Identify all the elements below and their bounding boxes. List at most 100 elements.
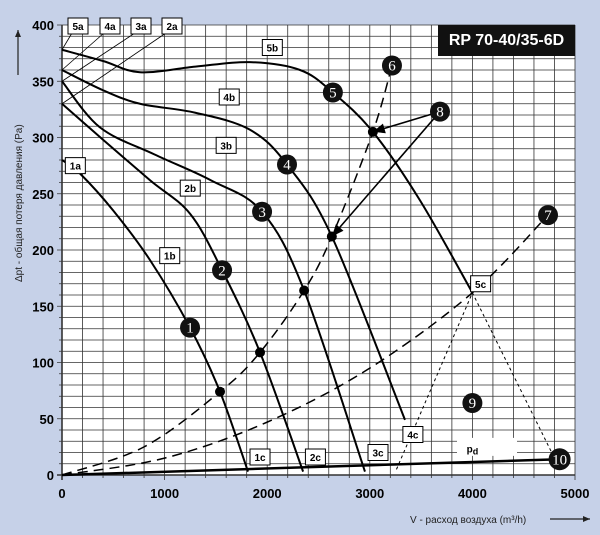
label-text: 4c [407,431,419,442]
marker-number: 4 [283,158,291,174]
marker-5: 5 [322,82,343,103]
curve-end-label: 2c [304,448,326,466]
label-box [367,444,389,461]
markers: 1 2 3 4 5 6 7 8 9 10 [180,55,571,471]
operating-point [255,347,266,358]
leader-line [61,32,136,82]
marker-3: 3 [252,201,273,222]
marker-number: 3 [258,205,266,221]
curve-mid-label: 4b [218,88,240,106]
y-tick-label: 350 [32,74,54,89]
x-tick-label: 3000 [355,486,384,501]
label-text: 5b [266,44,278,55]
label-box [261,39,283,56]
label-box [161,17,183,35]
curve-start-label: 2a [161,17,183,35]
y-axis-arrow [15,30,21,75]
marker-number: 6 [388,59,396,75]
curve-start-label: 5a [67,17,89,35]
x-axis-arrow [550,516,590,522]
fan-curve-2 [61,102,305,472]
curve-start-label: 4a [99,17,121,35]
label-box [304,448,326,466]
operating-point [299,285,310,296]
y-tick-label: 200 [32,243,54,258]
fan-curve-3 [61,80,366,472]
operating-point [326,231,337,242]
fan-curve-4 [61,69,406,421]
label-text: 5c [475,280,487,291]
marker-circle [322,82,343,103]
x-tick-label: 5000 [561,486,590,501]
operating-point [215,386,226,397]
marker-number: 10 [552,452,567,468]
label-box [215,136,237,154]
curve-start-label: 1a [64,157,86,175]
label-text: 1a [70,162,82,173]
operating-point [367,126,378,137]
arrow-from-8 [331,111,441,238]
area-9-boundary [396,291,555,470]
y-tick-label: 0 [47,468,54,483]
y-tick-label: 400 [32,18,54,33]
tick-labels: 0 1000 2000 3000 4000 5000 0 50 100 150 200 250 300 3… [32,18,589,501]
label-box [67,17,89,35]
pd-label: pd [457,437,518,457]
marker-circle [252,201,273,222]
label-box [218,88,240,106]
label-box [470,275,492,293]
marker-8: 8 [429,101,450,122]
curve-mid-label: 1b [159,247,181,265]
marker-2: 2 [212,260,233,281]
marker-9: 9 [462,393,483,413]
x-axis-label: V - расход воздуха (m³/h) [410,515,526,526]
label-bg [457,437,518,456]
x-tick-label: 2000 [253,486,282,501]
pd-label-text: pd [467,445,479,457]
label-text: 2a [166,22,178,33]
label-box [130,17,152,35]
marker-circle [548,448,571,471]
marker-number: 9 [469,396,477,412]
marker-4: 4 [277,154,298,175]
curve-mid-label: 5b [261,39,283,56]
marker-circle [429,101,450,122]
x-tick-label: 1000 [150,486,179,501]
label-text: 1b [164,252,176,263]
marker-circle [277,154,298,175]
leader-line [61,32,167,105]
y-axis-label: Δpt - общая потеря давления (Pa) [13,124,25,282]
marker-circle [212,260,233,281]
curve-mid-label: 2b [179,179,201,197]
curve-start-label: 3a [130,17,152,35]
fan-curve-5 [61,48,474,294]
marker-10: 10 [548,448,571,471]
label-text: 1c [254,453,266,464]
curve-end-label: 1c [249,448,271,466]
marker-number: 8 [436,105,444,121]
marker-circle [538,205,559,226]
marker-6: 6 [381,55,402,76]
marker-circle [462,393,483,413]
marker-number: 2 [218,263,226,279]
label-box [179,179,201,197]
y-tick-label: 250 [32,187,54,202]
curve-end-label: 3c [367,444,389,461]
label-text: 3a [135,22,147,33]
marker-7: 7 [538,205,559,226]
label-box [249,448,271,466]
label-box [99,17,121,35]
label-text: 2b [184,184,196,195]
label-text: 3b [220,141,232,152]
leader-line [61,32,105,71]
label-box [402,426,424,443]
y-tick-label: 100 [32,356,54,371]
y-tick-label: 150 [32,299,54,314]
dynamic-pressure-line [61,458,560,477]
label-text: 3c [372,449,384,460]
y-tick-label: 50 [40,412,54,427]
label-text: 2c [310,453,322,464]
marker-number: 7 [544,208,552,224]
curve-end-label: 4c [402,426,424,443]
